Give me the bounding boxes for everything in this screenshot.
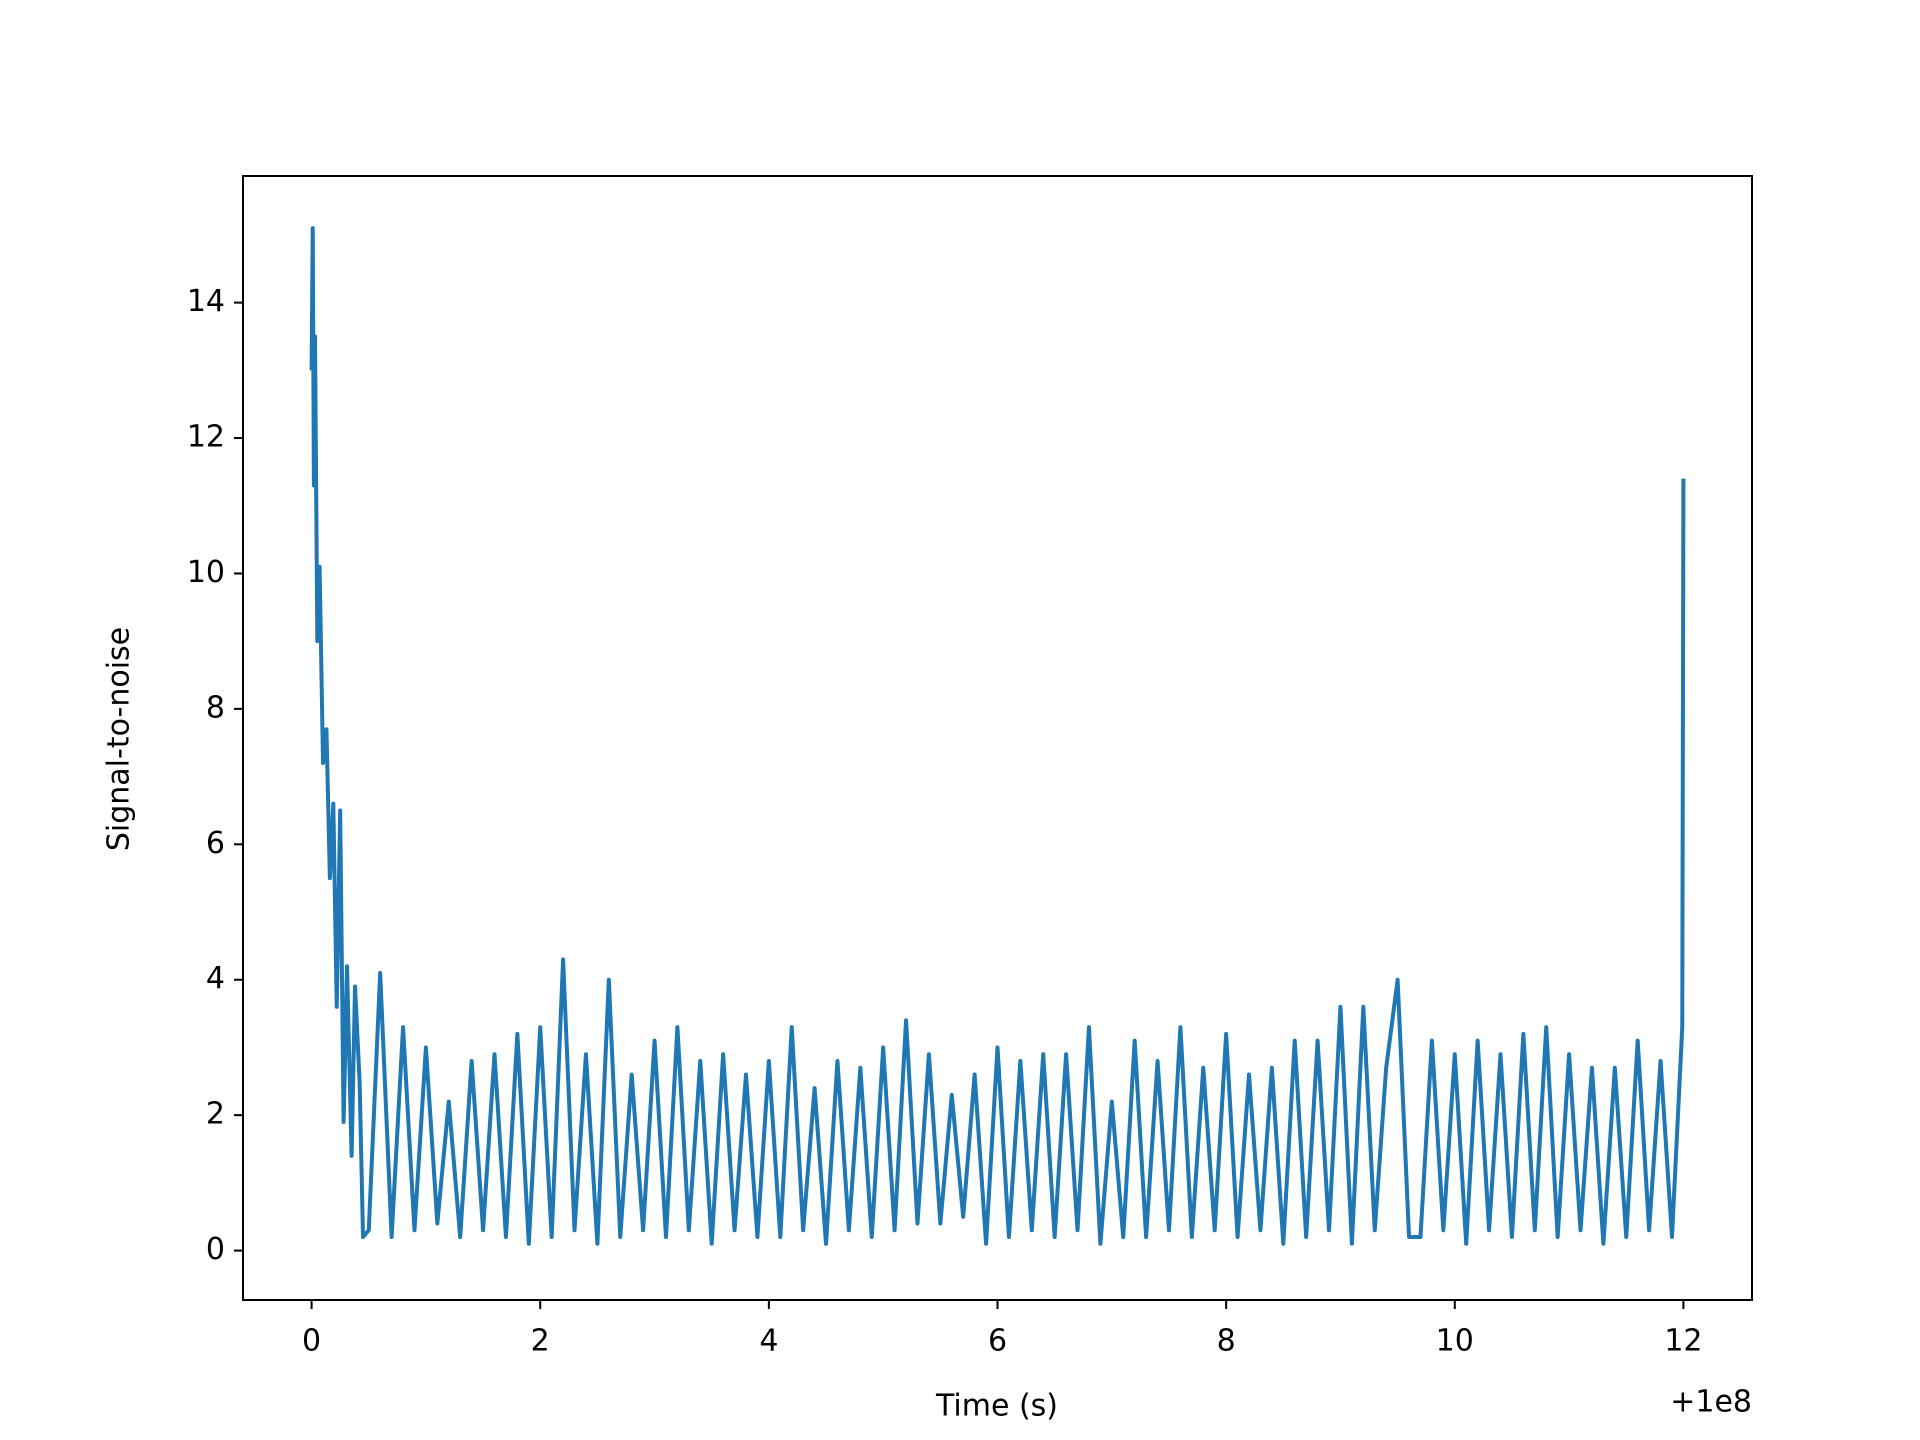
x-offset-label: +1e8: [1670, 1385, 1752, 1420]
y-tick-label: 8: [206, 690, 225, 725]
y-axis-label: Signal-to-noise: [102, 627, 137, 851]
y-tick-label: 6: [206, 826, 225, 861]
x-tick-label: 0: [302, 1324, 321, 1359]
x-tick-label: 8: [1217, 1324, 1236, 1359]
y-tick-label: 0: [206, 1232, 225, 1267]
y-tick-label: 2: [206, 1097, 225, 1132]
x-tick-label: 12: [1664, 1324, 1702, 1359]
x-tick-label: 4: [759, 1324, 778, 1359]
x-tick-label: 2: [531, 1324, 550, 1359]
y-tick-label: 10: [187, 555, 225, 590]
x-axis-label: Time (s): [935, 1389, 1058, 1424]
x-tick-label: 10: [1436, 1324, 1474, 1359]
y-tick-label: 4: [206, 961, 225, 996]
y-tick-label: 14: [187, 284, 225, 319]
y-tick-label: 12: [187, 420, 225, 455]
data-line: [309, 226, 1686, 1246]
x-tick-label: 6: [988, 1324, 1007, 1359]
plot-frame: [242, 175, 1753, 1301]
